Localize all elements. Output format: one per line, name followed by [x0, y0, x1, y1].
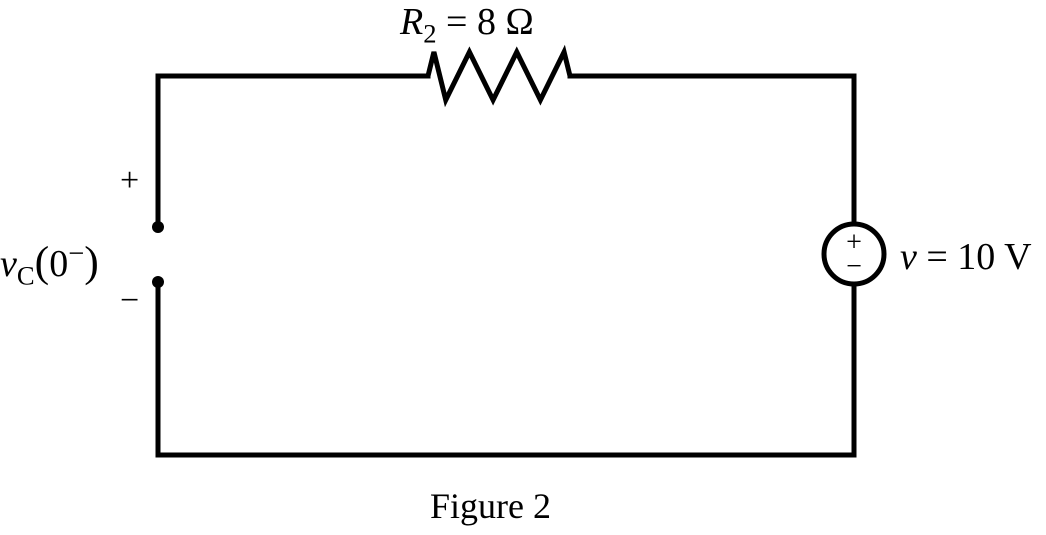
- resistor-label: R2 = 8 Ω: [400, 0, 534, 50]
- open-terminal-plus: +: [120, 162, 139, 200]
- voltage-source-label: v = 10 V: [900, 235, 1032, 279]
- svg-text:−: −: [846, 251, 862, 282]
- figure-caption: Figure 2: [430, 485, 551, 527]
- capacitor-voltage-label: vC(0−): [0, 237, 99, 292]
- circuit-diagram: +−: [0, 0, 1046, 535]
- open-terminal-minus: −: [120, 282, 139, 320]
